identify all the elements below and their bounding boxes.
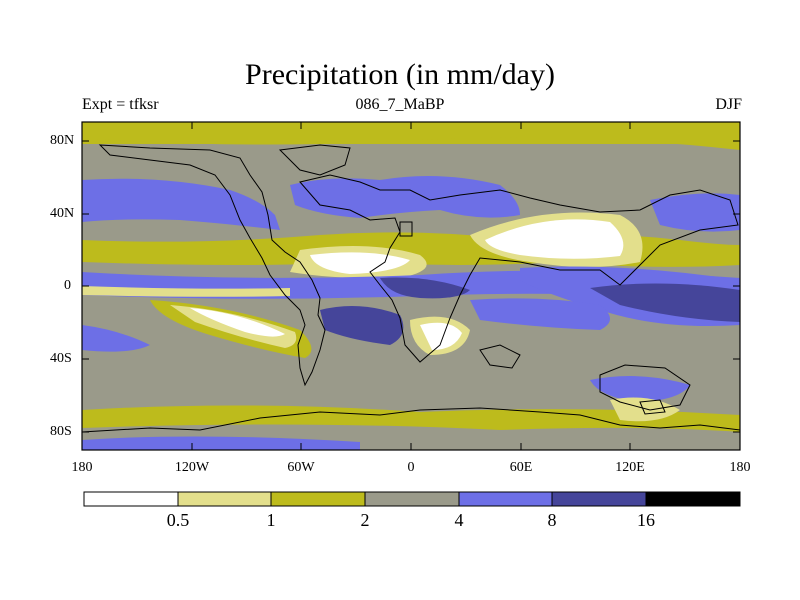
lon-label-180w: 180 (71, 460, 93, 475)
lat-label-80n: 80N (50, 133, 75, 148)
australia-south-wet (590, 376, 690, 402)
lat-label-80s: 80S (50, 424, 72, 439)
colorbar-swatch-1 (177, 491, 272, 507)
lon-label-180e: 180 (729, 460, 751, 475)
southern-storm-track (82, 373, 740, 396)
north-polar-band (82, 122, 740, 150)
americas-outline (98, 144, 326, 387)
experiment-label: Expt = tfksr (82, 96, 159, 113)
warm-pool-very-wet (590, 283, 740, 322)
madagascar-outline (479, 344, 521, 369)
new-zealand-outline (639, 399, 666, 415)
lat-label-0: 0 (64, 278, 71, 293)
time-period-label: 086_7_MaBP (355, 96, 445, 113)
greenland-outline (278, 144, 351, 176)
colorbar-label-0: 0.5 (166, 510, 190, 530)
colorbar-swatch-2 (270, 491, 366, 507)
antarctic-light-dry (610, 397, 680, 422)
eurasia-africa-outline (299, 174, 739, 363)
south-america-very-wet (320, 306, 404, 345)
atlantic-storm-track (290, 176, 520, 218)
season-label: DJF (715, 96, 742, 113)
axis-ticks (81, 122, 741, 450)
colorbar-swatch-3 (364, 491, 460, 507)
southwest-pacific-wet (82, 325, 150, 352)
mediterranean-outline (399, 221, 413, 237)
australia-outline (599, 364, 691, 411)
africa-very-wet (380, 277, 470, 299)
antarctic-wet-patch (82, 436, 360, 450)
colorbar-swatch-5 (551, 491, 647, 507)
colorbar-label-2: 2 (360, 510, 370, 530)
colorbar-swatch-6 (645, 491, 741, 507)
pacific-storm-track (82, 178, 280, 230)
colorbar-swatch-4 (458, 491, 553, 507)
colorbar-label-4: 8 (547, 510, 557, 530)
lon-label-120e: 120E (615, 460, 645, 475)
south-atlantic-driest (420, 322, 462, 350)
lat-label-40n: 40N (50, 206, 75, 221)
lon-label-60e: 60E (509, 460, 533, 475)
colorbar (83, 491, 741, 507)
lon-label-120w: 120W (174, 460, 210, 475)
lon-label-60w: 60W (287, 460, 315, 475)
colorbar-label-3: 4 (454, 510, 464, 530)
coastlines (82, 144, 740, 433)
indian-ocean-wet (470, 298, 610, 330)
west-pacific-wet (650, 193, 740, 232)
south-pacific-driest (190, 308, 285, 337)
colorbar-swatch-0 (83, 491, 179, 507)
precipitation-field (82, 122, 740, 450)
colorbar-label-5: 16 (637, 510, 655, 530)
plot-title: Precipitation (in mm/day) (245, 58, 555, 91)
sahara-driest (310, 252, 410, 274)
asia-driest (485, 219, 624, 259)
equator-light-dry-strip (82, 286, 290, 297)
lat-label-40s: 40S (50, 351, 72, 366)
lon-label-0: 0 (407, 460, 415, 475)
colorbar-label-1: 1 (266, 510, 276, 530)
antarctica-outline (82, 407, 740, 433)
